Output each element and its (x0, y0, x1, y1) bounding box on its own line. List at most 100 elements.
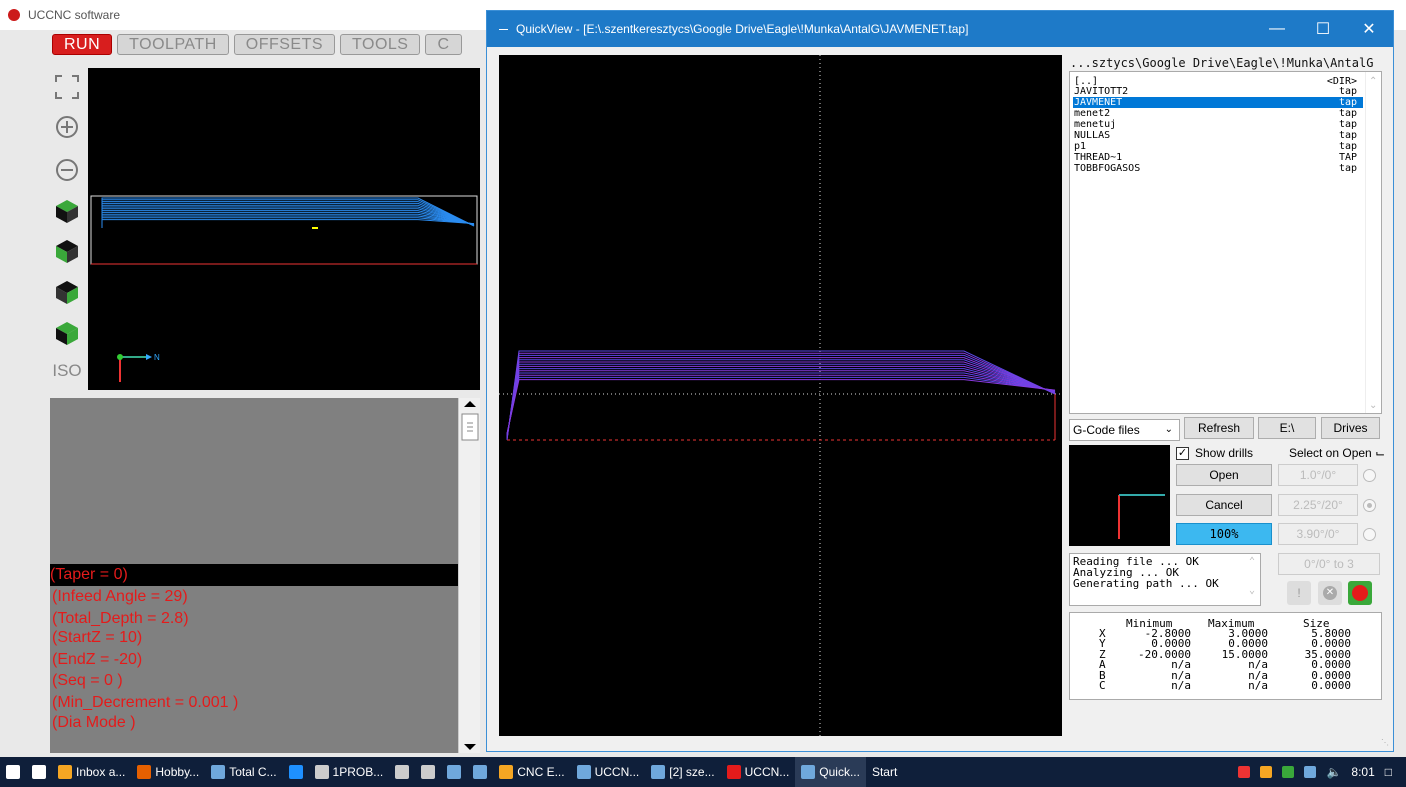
gcode-line[interactable]: (Infeed Angle = 29) (52, 588, 188, 605)
dims-header: Minimum Maximum Size (1070, 618, 1380, 630)
show-drills-checkbox[interactable]: ✓ Show drills (1176, 446, 1253, 460)
angle-option-3[interactable]: 3.90°/0° (1278, 523, 1358, 545)
file-row[interactable]: NULLAS tap (1073, 130, 1363, 141)
gcode-line[interactable]: (Taper = 0) (50, 564, 458, 586)
file-name: TOBBFOGASOS (1074, 163, 1141, 174)
drive-button[interactable]: E:\ (1258, 417, 1316, 439)
file-list-scrollbar[interactable]: ⌃ ⌄ (1365, 72, 1381, 413)
resize-grip-icon[interactable]: ⋱ (1381, 738, 1389, 747)
toolpath-3d-view[interactable]: N (88, 68, 480, 390)
angle-radio-1[interactable] (1363, 469, 1376, 482)
gcode-line[interactable]: (EndZ = -20) (52, 651, 143, 668)
uccnc-red-icon[interactable] (1348, 581, 1372, 605)
gcode-listing[interactable]: (Taper = 0) (Infeed Angle = 29) (Total_D… (50, 398, 460, 753)
file-row[interactable]: JAVMENET tap (1073, 97, 1363, 108)
cube-side-icon[interactable] (50, 316, 84, 350)
cube-front-icon[interactable] (50, 234, 84, 268)
cancel-button[interactable]: Cancel (1176, 494, 1272, 516)
cube-right-icon[interactable] (50, 275, 84, 309)
file-name: NULLAS (1074, 130, 1111, 141)
uccnc-logo-icon (8, 9, 20, 21)
taskbar-item[interactable]: [2] sze... (645, 757, 720, 787)
chevron-down-icon: ⌄ (1164, 424, 1173, 435)
angle-range-button[interactable]: 0°/0° to 3 (1278, 553, 1380, 575)
tray-app-icon[interactable] (1238, 766, 1251, 778)
firefox-icon (137, 765, 152, 779)
tab-offsets[interactable]: OFFSETS (233, 34, 336, 55)
taskbar-item[interactable]: UCCN... (721, 757, 796, 787)
taskbar-item[interactable] (283, 757, 309, 787)
taskbar-item[interactable]: CNC E... (493, 757, 570, 787)
taskbar-item[interactable]: Hobby... (131, 757, 205, 787)
scroll-down-icon[interactable]: ⌄ (1369, 400, 1378, 411)
gcode-line[interactable]: (Min_Decrement = 0.001 ) (52, 694, 239, 711)
clock[interactable]: 8:01 (1351, 765, 1375, 779)
file-list[interactable]: [..] <DIR> JAVITOTT2 tap JAVMENET tap menet… (1069, 71, 1382, 414)
volume-icon[interactable]: 🔈 (1326, 765, 1342, 779)
gcode-line[interactable]: (Total_Depth = 2.8) (52, 610, 189, 627)
tab-run[interactable]: RUN (52, 34, 113, 55)
taskbar-item[interactable]: UCCN... (571, 757, 646, 787)
file-row[interactable]: p1 tap (1073, 141, 1363, 152)
taskbar-item[interactable] (415, 757, 441, 787)
fit-icon[interactable] (50, 70, 84, 104)
tray-app-icon[interactable] (1304, 766, 1317, 778)
file-row[interactable]: menetuj tap (1073, 119, 1363, 130)
zoom-in-icon[interactable] (50, 110, 84, 144)
minimize-icon[interactable]: — (1269, 20, 1285, 37)
file-row[interactable]: [..] <DIR> (1073, 76, 1363, 87)
zoom-100-button[interactable]: 100% (1176, 523, 1272, 545)
taskbar-item[interactable]: Quick... (795, 757, 866, 787)
tab-tools[interactable]: TOOLS (340, 34, 421, 55)
taskbar-item[interactable]: Inbox a... (52, 757, 131, 787)
stop-icon[interactable]: ✕ (1318, 581, 1342, 605)
gcode-line[interactable]: (Dia Mode ) (52, 714, 136, 731)
open-button[interactable]: Open (1176, 464, 1272, 486)
taskbar-item[interactable] (467, 757, 493, 787)
taskbar-item[interactable] (441, 757, 467, 787)
taskbar-item[interactable] (26, 757, 52, 787)
angle-option-1[interactable]: 1.0°/0° (1278, 464, 1358, 486)
tab-toolpath[interactable]: TOOLPATH (117, 34, 229, 55)
toolpath-pass (101, 211, 475, 225)
taskbar-item[interactable] (0, 757, 26, 787)
file-row[interactable]: TOBBFOGASOS tap (1073, 163, 1363, 174)
iso-view-button[interactable]: ISO (52, 361, 82, 380)
tray-app-icon[interactable] (1282, 766, 1295, 778)
toolpath-pass (506, 357, 1056, 439)
tray-app-icon[interactable] (1260, 766, 1273, 778)
taskbar-item[interactable] (389, 757, 415, 787)
angle-radio-3[interactable] (1363, 528, 1376, 541)
file-type: <DIR> (1326, 76, 1357, 87)
close-icon[interactable]: ✕ (1362, 21, 1376, 38)
scroll-up-icon[interactable]: ⌃ (1369, 76, 1378, 87)
file-type: tap (1338, 130, 1357, 141)
gcode-line[interactable]: (Seq = 0 ) (52, 672, 123, 689)
file-row[interactable]: menet2 tap (1073, 108, 1363, 119)
file-filter-select[interactable]: G-Code files ⌄ (1069, 419, 1180, 441)
notification-icon[interactable]: □ (1384, 765, 1392, 779)
quickview-toolpath-view[interactable] (499, 55, 1062, 736)
taskbar-item[interactable]: Start (866, 757, 903, 787)
refresh-button[interactable]: Refresh (1184, 417, 1254, 439)
dimensions-table: Minimum Maximum Size X -2.8000 3.0000 5.800… (1069, 612, 1382, 700)
tab-more[interactable]: C (425, 34, 462, 55)
maximize-icon[interactable]: ☐ (1315, 21, 1331, 38)
file-row[interactable]: JAVITOTT2 tap (1073, 86, 1363, 97)
log-scrollbar[interactable]: ⌃ ⌄ (1248, 556, 1256, 596)
taskbar-item[interactable]: 1PROB... (309, 757, 390, 787)
gcode-line[interactable]: (StartZ = 10) (52, 629, 143, 646)
info-icon[interactable]: ! (1287, 581, 1311, 605)
dims-row: Z -20.0000 15.0000 35.0000 (1099, 648, 1351, 661)
file-row[interactable]: THREAD~1 TAP (1073, 152, 1363, 163)
drives-button[interactable]: Drives (1321, 417, 1380, 439)
cube-top-icon[interactable] (50, 194, 84, 228)
zoom-out-icon[interactable] (50, 153, 84, 187)
taskbar-item-label: Hobby... (155, 765, 200, 779)
taskbar-item[interactable]: Total C... (205, 757, 282, 787)
angle-radio-2[interactable] (1363, 499, 1376, 512)
angle-option-2[interactable]: 2.25°/20° (1278, 494, 1358, 516)
gcode-scrollbar[interactable] (458, 398, 480, 753)
quickview-titlebar[interactable]: QuickView - [E:\.szentkeresztycs\Google … (487, 11, 1393, 47)
